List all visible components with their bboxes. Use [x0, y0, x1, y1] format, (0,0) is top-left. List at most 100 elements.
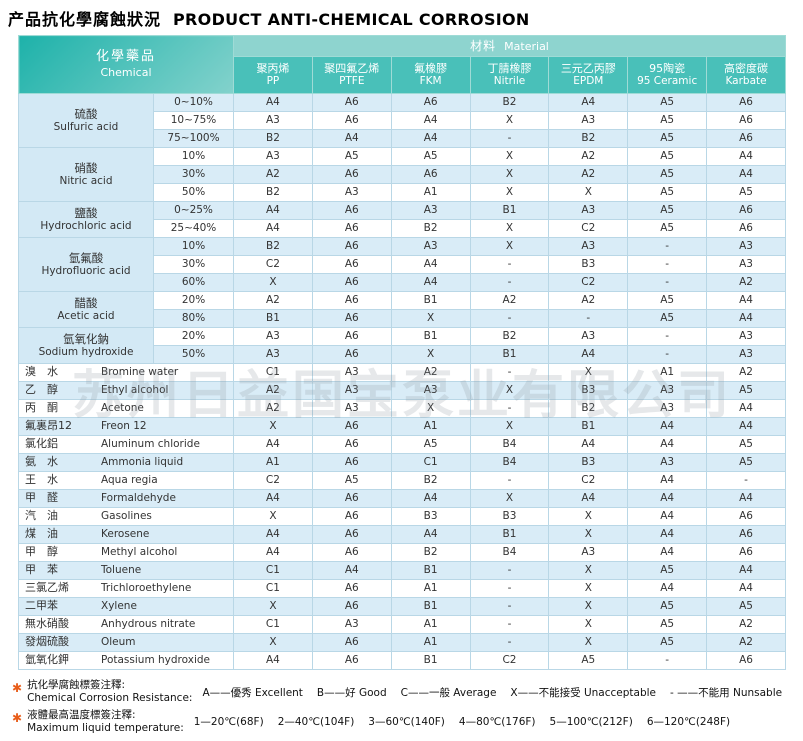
rating-cell: A4	[233, 543, 313, 562]
rating-cell: A5	[627, 309, 708, 328]
rating-cell: A4	[548, 435, 629, 454]
rating-cell: A6	[311, 507, 392, 526]
material-name-en: PTFE	[339, 75, 365, 88]
rating-cell: C1	[233, 579, 313, 598]
material-name-zh: 95陶瓷	[649, 61, 686, 75]
header-row-2: 聚丙烯 PP 聚四氟乙烯 PTFE 氟橡膠 FKM 丁腈橡膠 Nitrile 三元乙丙膠 EPDM…	[19, 56, 786, 94]
rating-cell: A4	[706, 417, 786, 436]
rating-cell: A3	[548, 201, 629, 220]
rating-cell: -	[469, 399, 550, 418]
rating-cell: A4	[627, 435, 708, 454]
rating-cell: A4	[706, 579, 786, 598]
chemical-name-en: Toluene	[101, 564, 142, 577]
rating-cell: -	[469, 579, 550, 598]
rating-cell: X	[233, 633, 313, 652]
rating-cell: X	[469, 381, 550, 400]
rating-cell: A4	[390, 111, 471, 130]
rating-cell: A1	[390, 633, 471, 652]
rating-cell: -	[627, 273, 708, 292]
chemical-name-en: Ammonia liquid	[101, 456, 184, 469]
chemical-name-en: Formaldehyde	[101, 492, 176, 505]
chemical-name-en: Anhydrous nitrate	[101, 618, 196, 631]
rating-cell: A4	[233, 525, 313, 544]
page-title-en: PRODUCT ANTI-CHEMICAL CORROSION	[173, 10, 530, 29]
chemical-group-name-zh: 硫酸	[74, 107, 98, 122]
rating-cell: A3	[706, 327, 786, 346]
page-title-zh: 产品抗化學腐蝕狀況	[8, 10, 162, 29]
rating-cell: B2	[233, 183, 313, 202]
table-row: 75~100% B2 A4 A4- B2 A5 A6	[19, 129, 786, 148]
chemical-name: 甲 醇 Methyl alcohol	[17, 543, 235, 562]
rating-cell: C1	[233, 615, 313, 634]
chemical-name-zh: 氫氧化鉀	[25, 653, 69, 667]
rating-cell: A5	[390, 147, 471, 166]
chemical-column-header: 化學藥品 Chemical	[17, 35, 235, 94]
rating-cell: A2	[390, 363, 471, 382]
rating-cell: -	[469, 561, 550, 580]
chemical-name: 氟裏昂12 Freon 12	[17, 417, 235, 436]
concentration-cell: 30%	[152, 255, 235, 274]
table-row: 發烟硫酸 Oleum X A6 A1- X A5 A2	[17, 633, 786, 652]
rating-cell: X	[469, 489, 550, 508]
rating-cell: A5	[627, 147, 708, 166]
chemical-name: 煤 油 Kerosene	[17, 525, 235, 544]
table-row: 三氯乙烯 Trichloroethylene C1 A6 A1- X A4 A4	[17, 579, 786, 598]
chemical-group-name-zh: 氫氧化鈉	[63, 332, 109, 347]
material-header-pp: 聚丙烯 PP	[233, 56, 313, 94]
page-title: 产品抗化學腐蝕狀況 PRODUCT ANTI-CHEMICAL CORROSION	[8, 6, 803, 30]
rating-cell: A4	[706, 291, 786, 310]
rating-cell: C2	[233, 471, 313, 490]
table-row: 無水硝酸 Anhydrous nitrate C1 A3 A1- X A5 A2	[17, 615, 786, 634]
chemical-name-zh: 三氯乙烯	[25, 581, 69, 595]
chemical-name: 氫氧化鉀 Potassium hydroxide	[17, 651, 235, 670]
chemical-name-zh: 王 水	[25, 473, 58, 487]
header-row-1: 化學藥品 Chemical 材料 Material	[17, 35, 786, 94]
rating-cell: -	[627, 327, 708, 346]
rating-cell: B3	[548, 381, 629, 400]
rating-cell: A4	[233, 651, 313, 670]
rating-cell: -	[627, 651, 708, 670]
temperature-legend-item: 5—100℃(212F)	[549, 716, 633, 729]
rating-cell: C2	[548, 273, 629, 292]
chemical-group-name-en: Sulfuric acid	[53, 120, 119, 133]
chemical-name: 氨 水 Ammonia liquid	[17, 453, 235, 472]
rating-cell: A1	[390, 183, 471, 202]
rating-cell: A5	[311, 471, 392, 490]
rating-cell: A6	[390, 165, 471, 184]
temperature-legend-item: 1—20℃(68F)	[193, 716, 264, 729]
rating-cell: A6	[706, 507, 786, 526]
rating-cell: A2	[706, 633, 786, 652]
corrosion-legend-label: 抗化學腐蝕標簽注釋: Chemical Corrosion Resistance…	[27, 679, 192, 705]
corrosion-legend-items: A——優秀 Excellent B——好 Good C——一般 Average X——…	[202, 685, 782, 700]
rating-cell: -	[627, 255, 708, 274]
rating-cell: X	[548, 597, 629, 616]
rating-cell: -	[469, 129, 550, 148]
rating-cell: A6	[706, 93, 786, 112]
rating-cell: A4	[311, 561, 392, 580]
rating-cell: A3	[548, 543, 629, 562]
table-row: 溴 水 Bromine water C1 A3 A2- X A1 A2	[17, 363, 786, 382]
rating-cell: B1	[233, 309, 313, 328]
chemical-group-name-zh: 氫氟酸	[68, 251, 104, 266]
rating-cell: A6	[311, 255, 392, 274]
rating-cell: A5	[706, 453, 786, 472]
rating-cell: A6	[311, 417, 392, 436]
rating-cell: A2	[706, 615, 786, 634]
rating-cell: B2	[233, 129, 313, 148]
rating-cell: X	[548, 363, 629, 382]
note-corrosion-legend: ✱ 抗化學腐蝕標簽注釋: Chemical Corrosion Resistan…	[12, 679, 803, 705]
rating-cell: A4	[627, 417, 708, 436]
concentration-cell: 50%	[152, 183, 235, 202]
chemical-name-zh: 無水硝酸	[25, 617, 69, 631]
rating-cell: A4	[233, 201, 313, 220]
rating-cell: B1	[390, 291, 471, 310]
rating-cell: A4	[548, 93, 629, 112]
chemical-name: 發烟硫酸 Oleum	[17, 633, 235, 652]
chemical-name-zh: 甲 醇	[25, 545, 58, 559]
rating-cell: B1	[390, 651, 471, 670]
rating-cell: -	[469, 471, 550, 490]
rating-cell: A3	[233, 327, 313, 346]
rating-cell: A6	[390, 93, 471, 112]
chemical-group-name: 氫氟酸 Hydrofluoric acid	[18, 237, 154, 292]
